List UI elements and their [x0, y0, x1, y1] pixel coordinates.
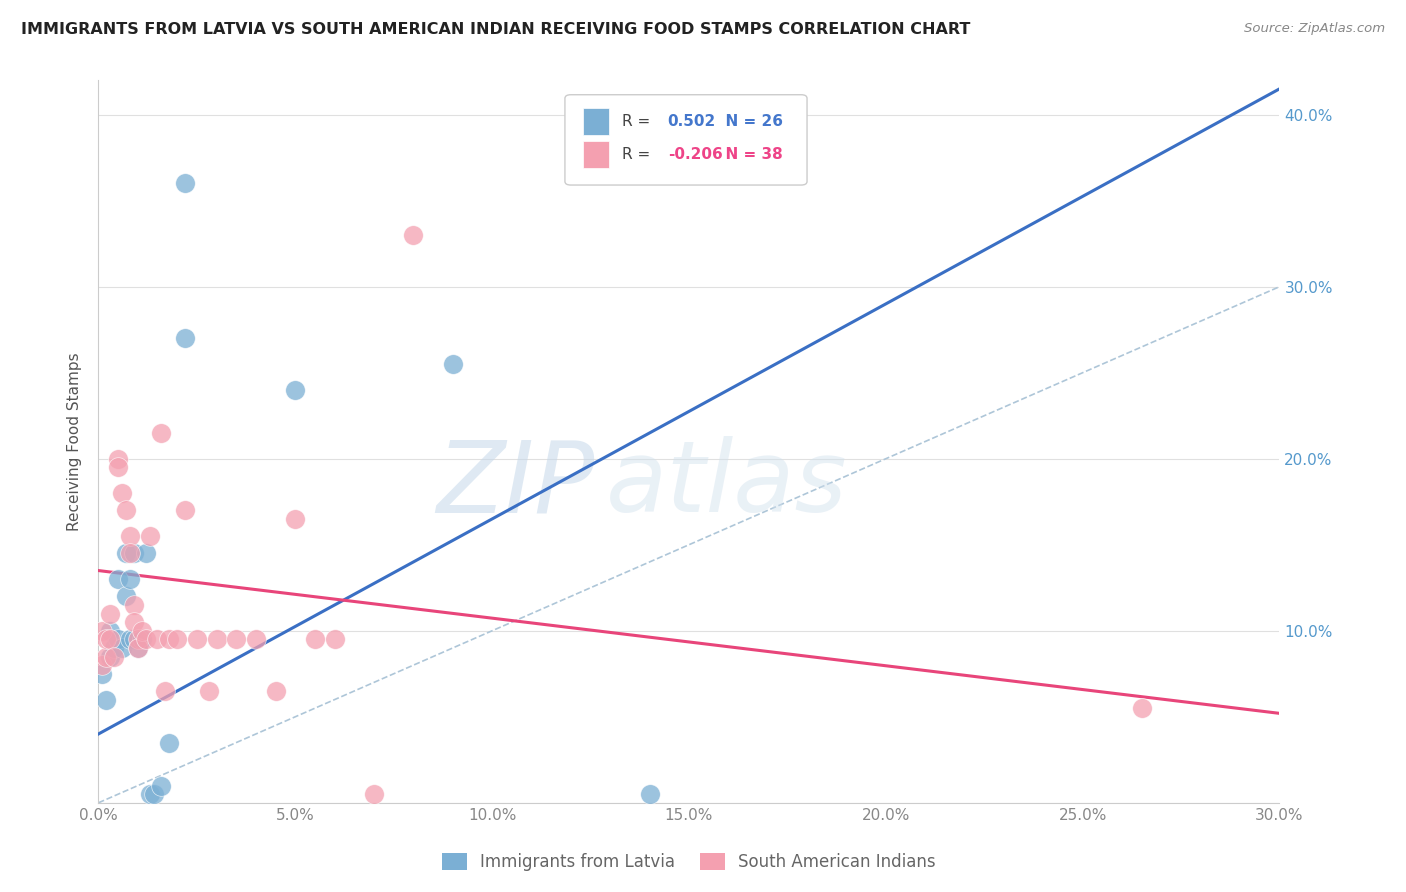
Point [127, 640, 149, 655]
Y-axis label: Receiving Food Stamps: Receiving Food Stamps [67, 352, 83, 531]
Point [107, 632, 129, 647]
Text: 0.502: 0.502 [668, 114, 716, 129]
Point [142, 787, 165, 801]
Point [103, 649, 125, 664]
Text: R =: R = [621, 147, 655, 162]
Text: N = 38: N = 38 [714, 147, 783, 162]
Point [98, 624, 121, 638]
Point [174, 503, 197, 517]
Text: N = 26: N = 26 [714, 114, 783, 129]
Point [96, 649, 118, 664]
Point [205, 632, 228, 647]
Point [166, 632, 188, 647]
Text: atlas: atlas [606, 436, 848, 533]
Point [111, 486, 134, 500]
FancyBboxPatch shape [565, 95, 807, 185]
Point [186, 632, 208, 647]
Point [122, 546, 145, 560]
Legend: Immigrants from Latvia, South American Indians: Immigrants from Latvia, South American I… [434, 846, 943, 878]
Point [197, 684, 219, 698]
Point [304, 632, 326, 647]
Point [115, 503, 138, 517]
FancyBboxPatch shape [582, 141, 609, 169]
Point [107, 451, 129, 466]
Text: ZIP: ZIP [436, 436, 595, 533]
Point [127, 632, 149, 647]
Point [146, 632, 169, 647]
Point [122, 632, 145, 647]
Point [131, 624, 153, 638]
FancyBboxPatch shape [582, 108, 609, 136]
Point [118, 546, 141, 560]
Point [150, 779, 173, 793]
Point [638, 787, 661, 801]
Point [245, 632, 267, 647]
Point [98, 649, 121, 664]
Point [284, 512, 307, 526]
Point [107, 460, 129, 475]
Point [118, 529, 141, 543]
Point [111, 640, 134, 655]
Point [174, 177, 197, 191]
Point [264, 684, 287, 698]
Point [157, 735, 180, 749]
Point [122, 598, 145, 612]
Text: Source: ZipAtlas.com: Source: ZipAtlas.com [1244, 22, 1385, 36]
Point [91, 658, 114, 673]
Point [107, 572, 129, 586]
Point [91, 624, 114, 638]
Point [98, 607, 121, 621]
Point [127, 640, 149, 655]
Point [135, 632, 157, 647]
Point [157, 632, 180, 647]
Text: R =: R = [621, 114, 655, 129]
Point [138, 529, 160, 543]
Point [155, 684, 177, 698]
Point [96, 692, 118, 706]
Point [131, 632, 153, 647]
Point [174, 331, 197, 345]
Point [225, 632, 247, 647]
Text: -0.206: -0.206 [668, 147, 723, 162]
Point [103, 640, 125, 655]
Point [150, 425, 173, 440]
Point [363, 787, 385, 801]
Point [284, 383, 307, 397]
Point [118, 572, 141, 586]
Point [402, 228, 425, 243]
Point [135, 546, 157, 560]
Point [118, 632, 141, 647]
Point [441, 357, 464, 371]
Point [1130, 701, 1153, 715]
Point [122, 615, 145, 630]
Point [96, 632, 118, 647]
Point [115, 546, 138, 560]
Point [98, 632, 121, 647]
Point [91, 666, 114, 681]
Point [115, 590, 138, 604]
Text: IMMIGRANTS FROM LATVIA VS SOUTH AMERICAN INDIAN RECEIVING FOOD STAMPS CORRELATIO: IMMIGRANTS FROM LATVIA VS SOUTH AMERICAN… [21, 22, 970, 37]
Point [323, 632, 346, 647]
Point [138, 787, 160, 801]
